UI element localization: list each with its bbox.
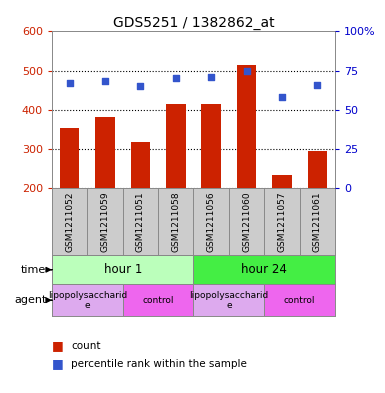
Bar (272, 175, 291, 188)
Text: GSM1211056: GSM1211056 (207, 191, 216, 252)
Text: hour 1: hour 1 (104, 263, 142, 276)
Text: GSM1211060: GSM1211060 (242, 191, 251, 252)
Point (102, 78, 108, 84)
Text: percentile rank within the sample: percentile rank within the sample (71, 358, 247, 369)
Text: GSM1211061: GSM1211061 (313, 191, 322, 252)
Text: control: control (142, 296, 174, 305)
Text: GSM1211057: GSM1211057 (277, 191, 286, 252)
Point (208, 73, 214, 80)
Text: time: time (21, 265, 46, 275)
Bar (193, 255, 335, 284)
Bar (52, 284, 123, 316)
Bar (308, 151, 327, 188)
Bar (201, 104, 221, 188)
Point (279, 94, 285, 100)
Bar (123, 284, 193, 316)
Point (243, 67, 249, 73)
Bar (166, 104, 186, 188)
Text: agent: agent (14, 295, 46, 305)
Text: GSM1211059: GSM1211059 (100, 191, 110, 252)
Bar (95, 117, 115, 188)
Bar (193, 284, 264, 316)
Text: lipopolysaccharid
e: lipopolysaccharid e (189, 290, 268, 310)
Title: GDS5251 / 1382862_at: GDS5251 / 1382862_at (113, 17, 274, 30)
Point (137, 83, 144, 89)
Bar (264, 284, 335, 316)
Bar (131, 141, 150, 188)
Bar (52, 255, 193, 284)
Bar (60, 129, 79, 188)
Text: lipopolysaccharid
e: lipopolysaccharid e (48, 290, 127, 310)
Point (67, 80, 73, 86)
Text: hour 24: hour 24 (241, 263, 287, 276)
Point (173, 75, 179, 81)
Text: control: control (284, 296, 315, 305)
Text: ■: ■ (52, 357, 64, 370)
Text: ■: ■ (52, 339, 64, 353)
Text: GSM1211051: GSM1211051 (136, 191, 145, 252)
Bar (237, 64, 256, 188)
Point (314, 81, 320, 88)
Text: GSM1211052: GSM1211052 (65, 191, 74, 252)
Text: count: count (71, 341, 101, 351)
Text: GSM1211058: GSM1211058 (171, 191, 180, 252)
